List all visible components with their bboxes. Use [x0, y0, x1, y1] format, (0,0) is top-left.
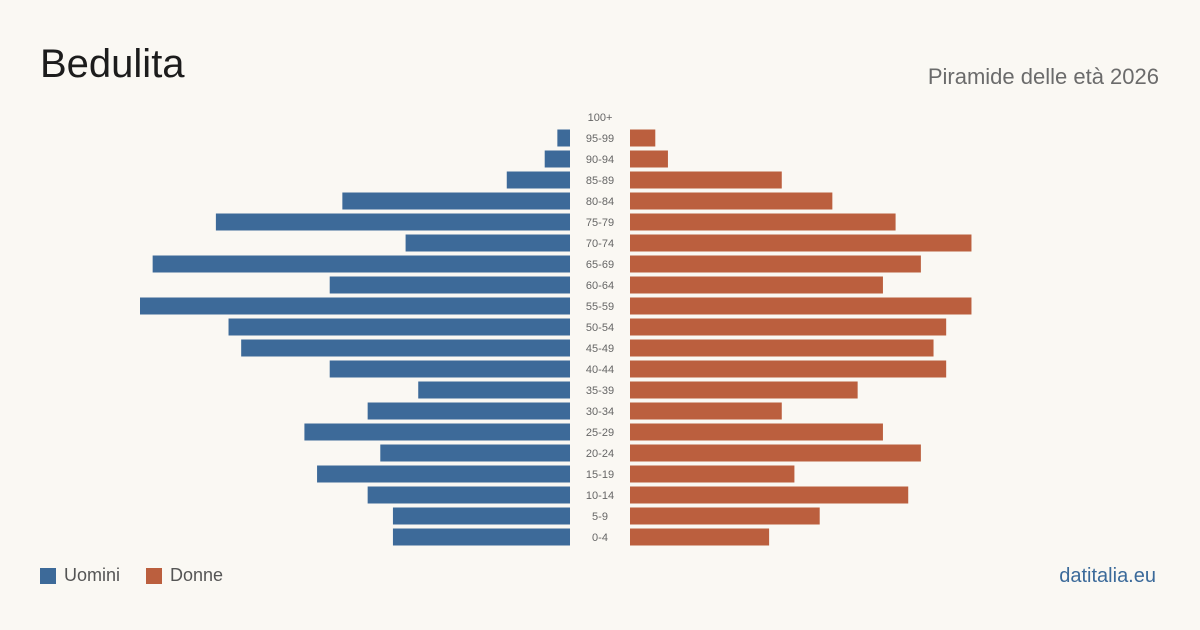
age-label-5-9: 5-9 [592, 511, 608, 523]
bar-women-75-79 [630, 213, 896, 231]
bar-men-45-49 [241, 339, 571, 357]
legend-label-women: Donne [170, 565, 224, 585]
age-label-10-14: 10-14 [586, 490, 614, 502]
bar-women-0-4 [630, 528, 770, 546]
legend-swatch-women [146, 567, 163, 584]
bar-women-80-84 [630, 192, 833, 210]
legend-item-women: Donne [146, 565, 223, 586]
age-label-30-34: 30-34 [586, 406, 614, 418]
age-label-95-99: 95-99 [586, 133, 614, 145]
bar-women-20-24 [630, 444, 921, 462]
age-label-20-24: 20-24 [586, 448, 614, 460]
bar-men-40-44 [329, 360, 570, 378]
bar-men-65-69 [152, 255, 570, 273]
bar-women-55-59 [630, 297, 972, 315]
bar-women-25-29 [630, 423, 883, 441]
age-label-90-94: 90-94 [586, 154, 614, 166]
bar-men-15-19 [317, 465, 570, 483]
age-label-100-plus: 100+ [588, 112, 613, 124]
age-label-0-4: 0-4 [592, 532, 608, 544]
age-label-85-89: 85-89 [586, 175, 614, 187]
age-label-50-54: 50-54 [586, 322, 614, 334]
brand-link[interactable]: datitalia.eu [1059, 565, 1156, 587]
bar-men-35-39 [418, 381, 570, 399]
bar-men-85-89 [506, 171, 570, 189]
bar-women-30-34 [630, 402, 782, 420]
bar-women-90-94 [630, 150, 668, 168]
bar-men-30-34 [367, 402, 570, 420]
bar-men-60-64 [329, 276, 570, 294]
bar-women-70-74 [630, 234, 972, 252]
age-label-65-69: 65-69 [586, 259, 614, 271]
bar-women-65-69 [630, 255, 921, 273]
bar-men-80-84 [342, 192, 570, 210]
age-label-60-64: 60-64 [586, 280, 614, 292]
legend-swatch-men [40, 567, 56, 584]
age-label-80-84: 80-84 [586, 196, 614, 208]
bar-women-85-89 [630, 171, 782, 189]
bar-women-15-19 [630, 465, 795, 483]
age-label-25-29: 25-29 [586, 427, 614, 439]
bar-men-90-94 [544, 150, 570, 168]
chart-subtitle: Piramide delle età 2026 [927, 64, 1159, 89]
chart-legend: Uomini Donne [40, 565, 249, 586]
age-label-55-59: 55-59 [586, 301, 614, 313]
bar-women-40-44 [630, 360, 947, 378]
bar-women-45-49 [630, 339, 934, 357]
bar-women-60-64 [630, 276, 883, 294]
age-label-75-79: 75-79 [586, 217, 614, 229]
bar-men-20-24 [380, 444, 570, 462]
bar-men-55-59 [140, 297, 570, 315]
bar-men-10-14 [367, 486, 570, 504]
legend-label-men: Uomini [64, 565, 121, 585]
bar-men-50-54 [228, 318, 570, 336]
bar-women-35-39 [630, 381, 858, 399]
bar-women-10-14 [630, 486, 909, 504]
age-label-35-39: 35-39 [586, 385, 614, 397]
bar-women-95-99 [630, 129, 656, 147]
bar-men-95-99 [557, 129, 570, 147]
age-label-15-19: 15-19 [586, 469, 614, 481]
legend-item-men: Uomini [40, 565, 120, 586]
age-label-40-44: 40-44 [586, 364, 614, 376]
bar-men-70-74 [405, 234, 570, 252]
bar-women-50-54 [630, 318, 947, 336]
bar-women-5-9 [630, 507, 820, 525]
bar-men-75-79 [215, 213, 570, 231]
bar-men-5-9 [392, 507, 570, 525]
bar-men-0-4 [392, 528, 570, 546]
page-title: Bedulita [40, 42, 185, 86]
age-label-45-49: 45-49 [586, 343, 614, 355]
bar-men-25-29 [304, 423, 570, 441]
age-label-70-74: 70-74 [586, 238, 614, 250]
